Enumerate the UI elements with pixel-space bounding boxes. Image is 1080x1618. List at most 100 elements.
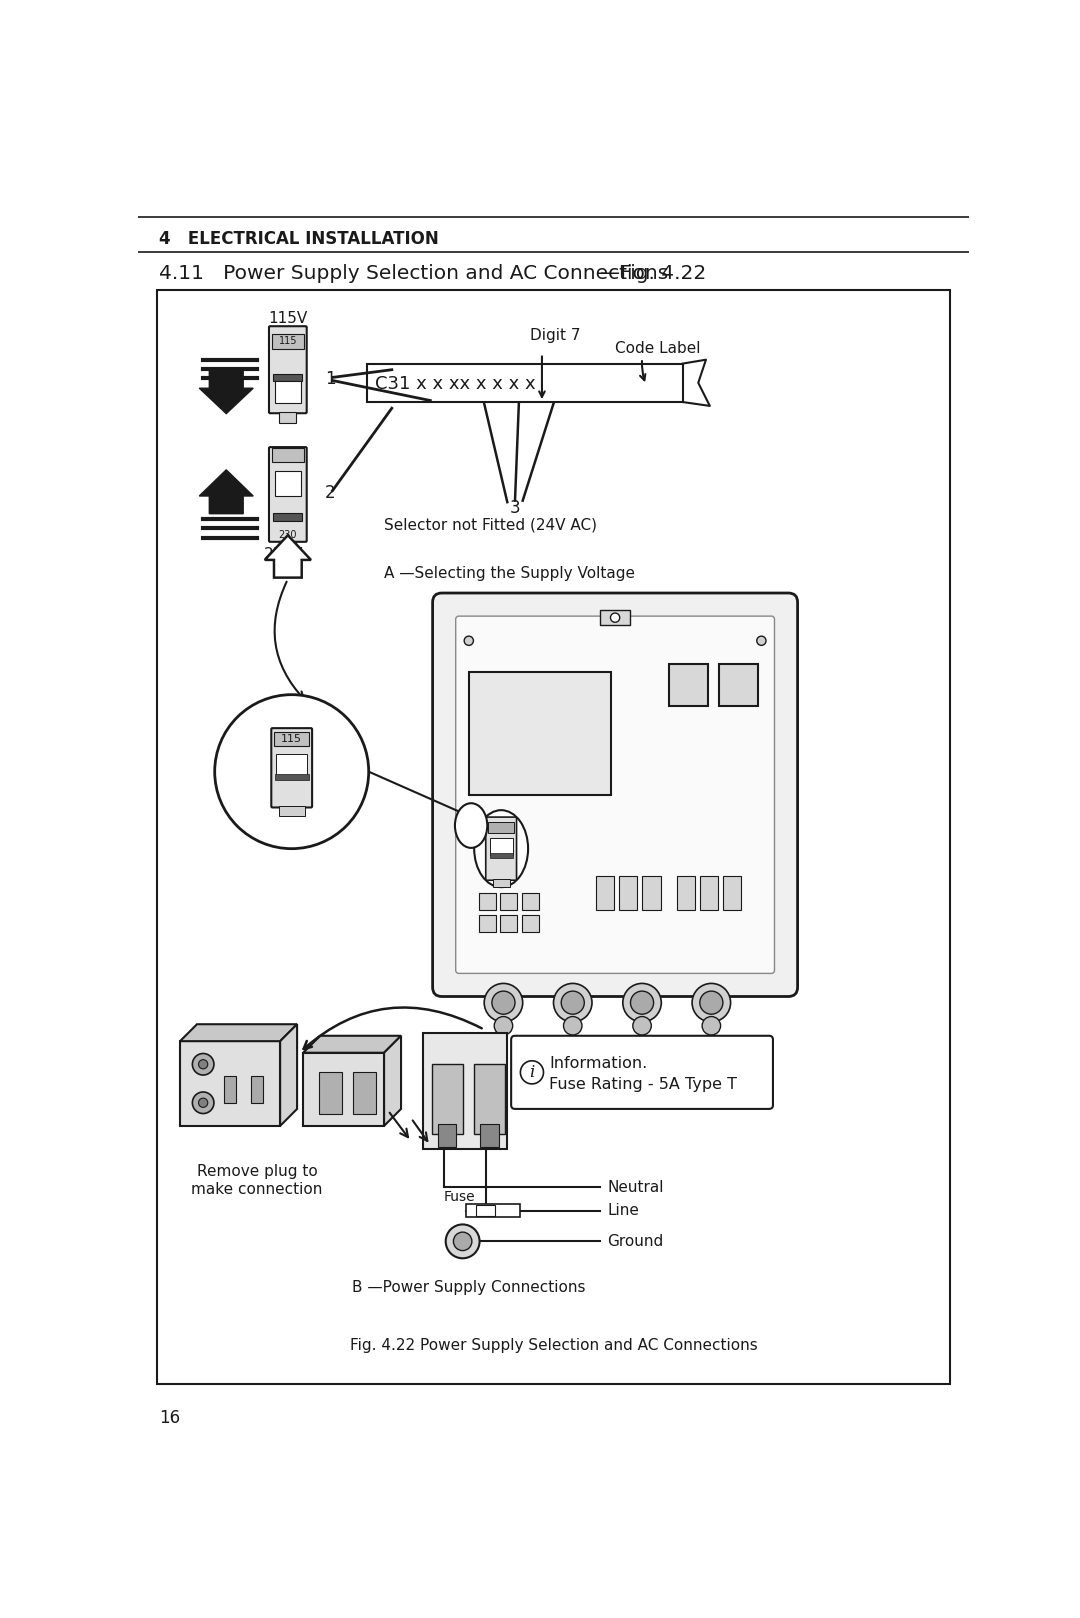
Text: i: i — [529, 1065, 535, 1081]
Bar — [422, 1034, 508, 1149]
Text: Neutral: Neutral — [607, 1180, 664, 1196]
Text: Code Label: Code Label — [616, 341, 701, 356]
Bar — [474, 1065, 505, 1134]
FancyBboxPatch shape — [511, 1036, 773, 1108]
Bar — [677, 875, 696, 911]
Text: 4   ELECTRICAL INSTALLATION: 4 ELECTRICAL INSTALLATION — [159, 230, 438, 248]
Bar — [251, 1076, 264, 1103]
Bar — [224, 1076, 237, 1103]
Circle shape — [633, 1016, 651, 1036]
Circle shape — [692, 984, 730, 1023]
Text: Remove plug to
make connection: Remove plug to make connection — [191, 1165, 323, 1197]
Bar — [274, 471, 301, 497]
Bar — [522, 914, 539, 932]
Bar — [489, 853, 513, 858]
Text: 16: 16 — [159, 1409, 180, 1427]
Text: Line: Line — [607, 1204, 639, 1218]
Text: 3: 3 — [510, 500, 521, 518]
Bar — [272, 448, 303, 463]
Text: 2: 2 — [325, 484, 336, 502]
Circle shape — [562, 992, 584, 1014]
Bar — [719, 663, 757, 705]
Text: C31 x x xx x x x x: C31 x x xx x x x x — [375, 375, 536, 393]
FancyBboxPatch shape — [271, 728, 312, 807]
Text: 230: 230 — [279, 529, 297, 539]
Bar — [274, 382, 301, 403]
Polygon shape — [303, 1036, 401, 1053]
Bar — [467, 1204, 521, 1217]
Polygon shape — [200, 469, 253, 513]
Polygon shape — [200, 371, 253, 414]
Bar — [596, 875, 615, 911]
Ellipse shape — [455, 803, 487, 848]
Text: 115: 115 — [281, 733, 302, 744]
Bar — [180, 1040, 280, 1126]
FancyBboxPatch shape — [456, 616, 774, 974]
Circle shape — [215, 694, 368, 849]
Text: Digit 7: Digit 7 — [530, 327, 581, 343]
Circle shape — [454, 1233, 472, 1251]
Bar — [500, 893, 517, 911]
Text: Selector not Fitted (24V AC): Selector not Fitted (24V AC) — [384, 518, 597, 532]
Bar — [478, 914, 496, 932]
Circle shape — [623, 984, 661, 1023]
Bar — [273, 513, 302, 521]
Bar — [492, 880, 510, 887]
Bar — [274, 773, 309, 780]
Bar — [274, 733, 309, 746]
Bar — [619, 875, 637, 911]
Bar — [157, 290, 950, 1383]
Bar — [469, 671, 611, 794]
Bar — [599, 610, 631, 626]
Polygon shape — [180, 1024, 297, 1040]
Circle shape — [564, 1016, 582, 1036]
Bar — [432, 1065, 462, 1134]
Text: 1: 1 — [325, 371, 336, 388]
FancyArrowPatch shape — [390, 1113, 408, 1137]
Text: 115: 115 — [279, 337, 297, 346]
Circle shape — [192, 1092, 214, 1113]
FancyArrowPatch shape — [413, 1120, 428, 1141]
Bar — [723, 875, 741, 911]
Circle shape — [610, 613, 620, 623]
Circle shape — [631, 992, 653, 1014]
Bar — [438, 1125, 457, 1147]
Bar — [367, 364, 683, 401]
Polygon shape — [280, 1024, 297, 1126]
Bar — [500, 914, 517, 932]
Circle shape — [702, 1016, 720, 1036]
Circle shape — [495, 1016, 513, 1036]
FancyBboxPatch shape — [433, 594, 798, 997]
Bar — [700, 875, 718, 911]
Text: Ground: Ground — [607, 1235, 663, 1249]
Text: Information.
Fuse Rating - 5A Type T: Information. Fuse Rating - 5A Type T — [549, 1055, 737, 1092]
Bar — [481, 1125, 499, 1147]
Circle shape — [446, 1225, 480, 1259]
Bar — [276, 754, 307, 777]
Text: Fuse: Fuse — [444, 1189, 475, 1204]
Bar — [476, 1205, 495, 1217]
Circle shape — [491, 992, 515, 1014]
FancyBboxPatch shape — [269, 447, 307, 542]
Text: Fig. 4.22 Power Supply Selection and AC Connections: Fig. 4.22 Power Supply Selection and AC … — [350, 1338, 757, 1353]
FancyArrowPatch shape — [274, 581, 303, 699]
Text: —Fig. 4.22: —Fig. 4.22 — [599, 264, 706, 283]
Bar — [669, 663, 707, 705]
Text: 230V: 230V — [265, 547, 303, 561]
Circle shape — [464, 636, 473, 646]
Text: 4.11   Power Supply Selection and AC Connections: 4.11 Power Supply Selection and AC Conne… — [159, 264, 669, 283]
Bar — [272, 333, 303, 349]
Circle shape — [192, 1053, 214, 1074]
Bar — [642, 875, 661, 911]
FancyArrowPatch shape — [303, 1008, 482, 1048]
Bar — [280, 413, 296, 422]
Bar — [522, 893, 539, 911]
Text: A —Selecting the Supply Voltage: A —Selecting the Supply Voltage — [384, 566, 635, 581]
Bar — [303, 1053, 384, 1126]
Circle shape — [199, 1099, 207, 1107]
Bar — [489, 838, 513, 854]
Ellipse shape — [474, 811, 528, 887]
Bar — [279, 806, 305, 815]
Circle shape — [757, 636, 766, 646]
Bar — [280, 540, 296, 552]
